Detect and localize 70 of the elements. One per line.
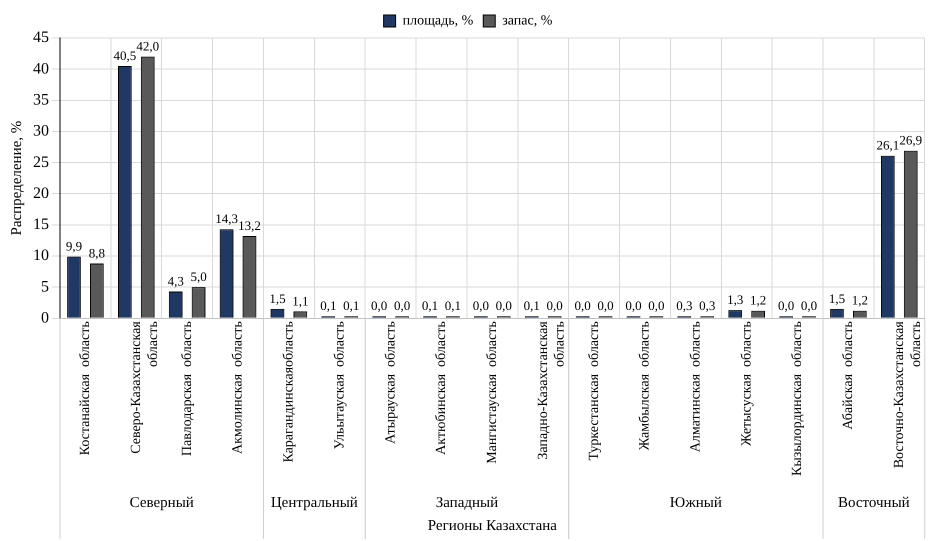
x-tick-label: Костанайская область	[78, 321, 94, 456]
data-label: 14,3	[215, 211, 238, 226]
data-label: 0,1	[343, 298, 360, 314]
data-label: 26,1	[876, 138, 900, 153]
data-label: 0,0	[597, 298, 614, 314]
x-tick-label: Атырауская область	[383, 321, 398, 444]
data-label: 0,1	[320, 298, 336, 314]
x-tick-label: Туркестанская область	[586, 321, 602, 460]
x-tick-label: Западно-Казахстанская область	[536, 320, 568, 460]
text: Северный	[130, 494, 194, 511]
y-tick-label: 30	[33, 122, 49, 140]
data-label: 0,3	[676, 298, 692, 314]
data-label: 0,0	[648, 298, 665, 314]
x-tick-label: Жамбылская область	[638, 321, 653, 450]
x-tick-label: Карагандинскаяобласть	[282, 321, 297, 463]
y-tick-label: 25	[33, 154, 49, 171]
data-label: 1,3	[727, 292, 744, 308]
y-axis-title: Распределение, %	[8, 120, 25, 236]
x-tick-label: Мангистауская область	[485, 321, 500, 464]
x-tick-label: Акмолинская область	[230, 321, 246, 454]
data-label: 1,2	[852, 292, 868, 308]
x-tick-label: Жетысуская область	[739, 321, 754, 446]
x-tick-label: Ульытауская область	[332, 321, 348, 450]
data-label: 0,0	[574, 298, 591, 314]
data-label: 40,5	[113, 48, 136, 63]
x-tick-label: Кызылординская область	[790, 321, 806, 476]
data-label: 0,0	[496, 298, 512, 314]
data-label: 0,0	[546, 298, 563, 314]
y-tick-label: 10	[33, 247, 49, 264]
x-tick-label: Павлодарская область	[180, 321, 195, 456]
text: Восточный	[838, 494, 910, 511]
x-tick-label: Актюбинская область	[434, 321, 450, 455]
data-label: 42,0	[136, 38, 160, 54]
data-label: 0,0	[394, 298, 410, 314]
data-label: 0,0	[778, 298, 794, 314]
data-label: 0,0	[800, 298, 818, 314]
x-tick-label: Восточно-Казахстанская область	[892, 320, 924, 468]
data-label: 0,1	[444, 298, 462, 314]
y-tick-label: 5	[41, 278, 49, 296]
y-tick-label: 20	[33, 184, 49, 202]
y-tick-label: 40	[33, 60, 49, 78]
data-label: 0,0	[625, 298, 642, 314]
x-tick-label: Алматинская область	[688, 321, 704, 452]
y-tick-label: 35	[33, 91, 49, 108]
text: Южный	[670, 494, 722, 511]
data-label: 8,8	[88, 245, 106, 260]
data-label: 26,9	[899, 132, 922, 148]
data-label: 1,2	[750, 292, 766, 308]
y-tick-label: 15	[33, 216, 49, 234]
data-label: 0,1	[422, 298, 438, 314]
x-axis-title: Регионы Казахстана	[428, 518, 558, 534]
y-tick-label: 0	[41, 309, 49, 326]
data-label: 5,0	[190, 269, 207, 284]
data-label: 0,3	[699, 298, 716, 314]
legend-label: площадь, %	[402, 14, 474, 29]
text: Западный	[436, 494, 498, 511]
data-label: 1,1	[292, 293, 308, 308]
data-label: 0,0	[472, 298, 490, 314]
data-label: 0,0	[371, 298, 388, 314]
x-tick-label: Абайская область	[841, 321, 856, 430]
data-label: 9,9	[66, 238, 82, 254]
data-label: 4,3	[168, 273, 184, 288]
data-label: 13,2	[238, 218, 261, 233]
data-label: 1,5	[828, 290, 846, 306]
data-label: 0,1	[524, 298, 540, 314]
text: Центральный	[270, 494, 358, 511]
y-tick-label: 45	[33, 29, 49, 46]
x-tick-label: Северо-Казахстанская область	[128, 320, 161, 454]
data-label: 1,5	[269, 290, 286, 306]
legend-label: запас, %	[502, 14, 553, 29]
